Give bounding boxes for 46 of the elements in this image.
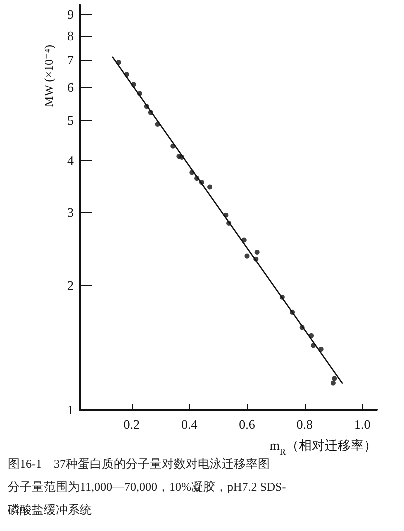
point [300, 325, 305, 330]
y-axis-title: MW (×10⁻⁴) [42, 45, 56, 108]
point [148, 110, 154, 116]
y-tick-label: 2 [68, 278, 74, 293]
y-tick-label: 5 [68, 112, 74, 128]
text: 分子量范围为11,000—70,000，10%凝胶，pH7.2 SDS- [8, 480, 286, 494]
point [190, 170, 195, 176]
y-tick-label: 1 [68, 402, 74, 418]
x-tick-label: 0.6 [239, 417, 256, 432]
point [224, 212, 229, 218]
point [254, 256, 259, 262]
x-tick-label: 0.4 [181, 417, 198, 432]
point [280, 294, 285, 300]
y-tick-label: 7 [68, 52, 74, 68]
y-tick-label: 9 [68, 7, 74, 22]
x-axis-title: m$_{R}$（相对迁移率） [270, 438, 377, 457]
point [254, 250, 260, 256]
point [242, 238, 247, 243]
y-tick-label: 3 [68, 204, 74, 220]
point [137, 91, 142, 96]
point [309, 333, 314, 338]
point [194, 176, 200, 182]
x-tick-label: 0.8 [296, 417, 314, 432]
y-tick-label: 6 [68, 80, 74, 96]
x-tick-label: 0.2 [124, 417, 140, 432]
point [290, 310, 296, 315]
point [131, 82, 136, 88]
point [116, 60, 122, 66]
point [180, 154, 185, 160]
point [330, 380, 336, 386]
point [226, 220, 232, 226]
point [244, 254, 250, 259]
point [155, 122, 160, 127]
point [318, 346, 324, 352]
text: 磷酸盐缓冲系统 [7, 503, 92, 517]
x-tick-label: 1.0 [354, 417, 371, 432]
point [144, 104, 150, 110]
point [332, 376, 338, 382]
point [311, 343, 316, 348]
point [199, 180, 204, 186]
point [170, 144, 176, 149]
y-tick-label: 8 [68, 28, 74, 44]
point [124, 72, 130, 78]
caption: 图16-1 37种蛋白质的分子量对数对电泳迁移率图 [8, 457, 270, 471]
y-tick-label: 4 [68, 153, 74, 168]
point [208, 184, 213, 190]
